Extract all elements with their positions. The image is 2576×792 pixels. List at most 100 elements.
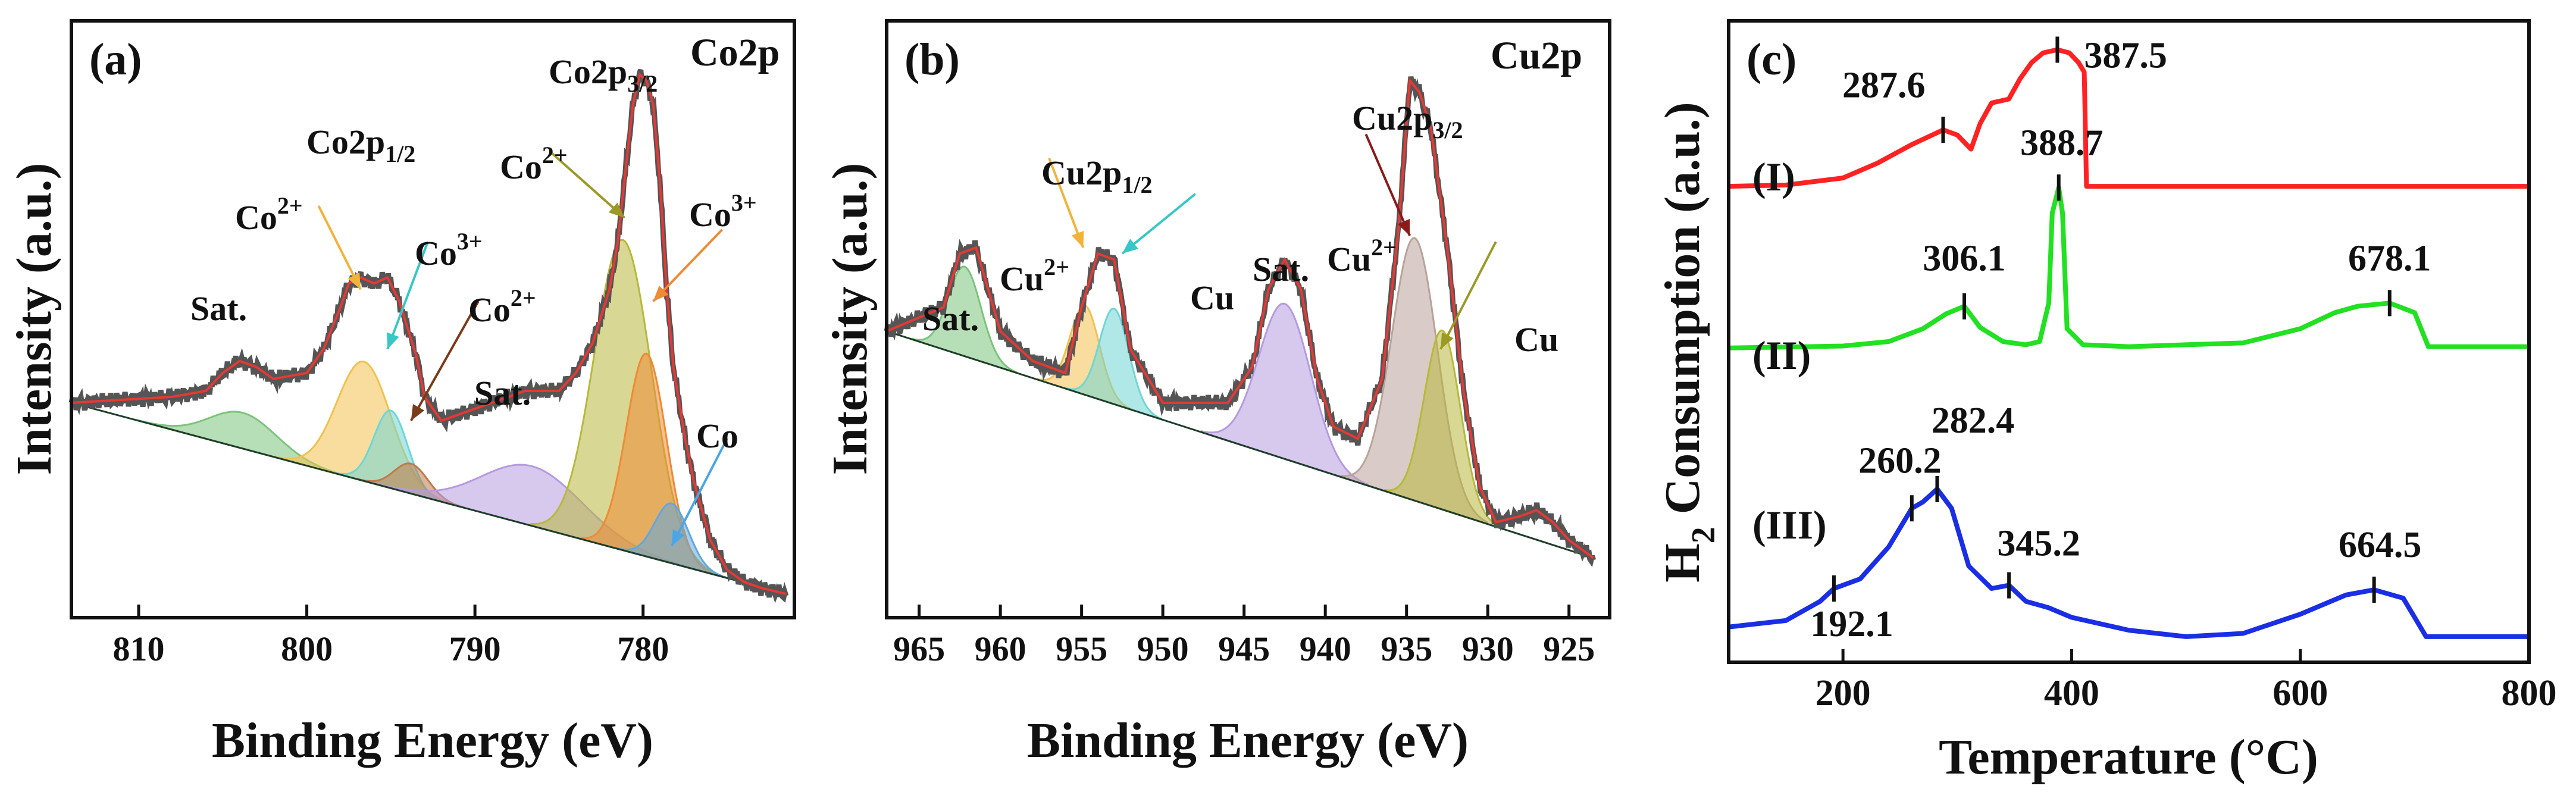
- b-spectrum-lines: [884, 76, 1597, 568]
- a-label-co2plus-3: Co2+: [500, 142, 568, 186]
- b-panel-label: (b): [904, 35, 960, 84]
- b-arrowhead-0: [1071, 230, 1084, 248]
- a-arrow-1: [386, 241, 429, 350]
- a-label-co3plus-2: Co3+: [689, 189, 757, 234]
- a-label-co: Co: [696, 417, 738, 455]
- b-tick-label-935: 935: [1381, 630, 1432, 668]
- b-label-sat-1: Sat.: [922, 299, 979, 338]
- a-y-axis-label: Intensity (a.u.): [7, 162, 62, 475]
- a-arrowhead-1: [387, 332, 399, 349]
- a-fit-envelope: [71, 72, 787, 595]
- a-label-co2plus-1: Co2+: [235, 192, 303, 237]
- c-peak-label-7: 282.4: [1932, 400, 2015, 441]
- a-arrow-5: [670, 438, 728, 547]
- a-label-co3plus-1: Co3+: [415, 228, 483, 273]
- a-arrow-4: [652, 228, 723, 302]
- b-tick-label-960: 960: [975, 630, 1026, 668]
- a-x-ticks: 810 800 790 780: [113, 605, 669, 668]
- a-arrow-3: [549, 151, 625, 219]
- b-raw-spectrum: [884, 76, 1597, 568]
- c-series-label-i: (I): [1752, 154, 1795, 199]
- a-label-co2p12: Co2p1/2: [306, 123, 415, 167]
- a-label-sat-1: Sat.: [190, 289, 247, 328]
- a-title: Co2p: [690, 31, 780, 74]
- a-arrowhead-0: [348, 273, 361, 290]
- b-tick-label-925: 925: [1543, 630, 1595, 668]
- b-arrowhead-3: [1441, 332, 1454, 349]
- b-background-line: [886, 330, 1594, 559]
- b-arrowhead-2: [1397, 218, 1410, 236]
- c-peak-label-2: 306.1: [1923, 239, 2006, 279]
- b-annotation-arrows: [1048, 133, 1497, 350]
- a-tick-label-790: 790: [449, 630, 501, 668]
- a-arrow-2: [410, 300, 480, 421]
- b-y-axis-label: Intensity (a.u.): [822, 162, 878, 475]
- b-arrow-1: [1121, 193, 1197, 255]
- a-panel-label: (a): [89, 35, 142, 84]
- a-label-co2plus-2: Co2+: [468, 284, 536, 329]
- a-arrowhead-4: [653, 286, 669, 302]
- c-x-axis-label: Temperature (°C): [1939, 730, 2318, 785]
- c-peak-label-9: 664.5: [2339, 525, 2422, 565]
- b-tick-label-950: 950: [1137, 630, 1189, 668]
- b-arrow-3: [1439, 241, 1497, 350]
- b-label-cu2p32: Cu2p3/2: [1352, 99, 1463, 143]
- c-series-0: [1728, 47, 2529, 189]
- b-tick-label-930: 930: [1462, 630, 1514, 668]
- b-tick-label-940: 940: [1300, 630, 1351, 668]
- c-tick-label-400: 400: [2044, 673, 2099, 713]
- c-peak-markers: 287.6 387.5 306.1 388.7 678.1 192.1 260.2282.4…: [1810, 36, 2431, 645]
- b-label-cu2plus-1: Cu2+: [1000, 253, 1069, 298]
- b-arrow-2: [1364, 133, 1411, 236]
- c-tick-label-800: 800: [2502, 673, 2557, 713]
- b-label-cu2p12: Cu2p1/2: [1041, 154, 1153, 198]
- c-peak-label-6: 260.2: [1858, 440, 1942, 481]
- panel-b: 965 960 955 950 945 940 935 930 925 (b) Cu2p Bin…: [822, 19, 1611, 768]
- c-peak-label-5: 192.1: [1810, 604, 1893, 644]
- a-x-axis-label: Binding Energy (eV): [212, 713, 653, 768]
- b-label-cu2plus-2: Cu2+: [1327, 234, 1397, 278]
- a-background-line: [71, 402, 787, 595]
- b-label-cu-1: Cu: [1190, 278, 1234, 317]
- b-fit-envelope: [886, 77, 1594, 559]
- panel-a: 810 800 790 780 (a) Co2p Binding Energy (eV…: [7, 19, 796, 768]
- a-arrowhead-3: [608, 202, 625, 218]
- a-annotation-arrows: [317, 151, 728, 547]
- a-spectrum-lines: [68, 68, 789, 603]
- c-tick-label-600: 600: [2273, 673, 2328, 713]
- b-label-sat-2: Sat.: [1253, 250, 1309, 289]
- c-x-ticks: 200 400 600 800: [1816, 649, 2557, 713]
- b-arrowhead-1: [1122, 239, 1138, 254]
- c-peak-label-8: 345.2: [1997, 524, 2080, 564]
- b-x-axis-label: Binding Energy (eV): [1027, 713, 1469, 768]
- b-label-cu-2: Cu: [1514, 320, 1558, 359]
- c-tick-label-200: 200: [1816, 673, 1871, 713]
- c-plot-frame: [1727, 19, 2531, 664]
- a-arrow-0: [317, 205, 362, 290]
- c-panel-label: (c): [1746, 35, 1796, 84]
- a-tick-label-810: 810: [113, 630, 165, 668]
- c-peak-label-4: 678.1: [2348, 238, 2431, 278]
- a-label-co2p32: Co2p3/2: [549, 52, 658, 97]
- c-peak-label-3: 388.7: [2020, 123, 2104, 163]
- a-arrowhead-5: [671, 529, 685, 546]
- c-series-label-iii: (III): [1752, 502, 1827, 547]
- b-x-ticks: 965 960 955 950 945 940 935 930 925: [893, 605, 1595, 668]
- b-plot-frame: [885, 19, 1611, 619]
- panel-c: 287.6 387.5 306.1 388.7 678.1 192.1 260.2282.4…: [1655, 19, 2557, 785]
- a-label-sat-2: Sat.: [474, 374, 531, 412]
- b-title: Cu2p: [1491, 34, 1582, 77]
- a-arrowhead-2: [411, 403, 425, 421]
- c-series-label-ii: (II): [1752, 333, 1811, 378]
- c-y-axis-label: H2 Consumption (a.u.): [1655, 102, 1722, 583]
- a-plot-frame: [70, 19, 796, 619]
- a-tick-label-800: 800: [281, 630, 333, 668]
- c-peak-label-1: 387.5: [2084, 36, 2167, 76]
- b-tick-label-955: 955: [1056, 630, 1107, 668]
- b-tick-label-945: 945: [1218, 630, 1270, 668]
- c-peak-label-0: 287.6: [1842, 65, 1926, 105]
- b-tick-label-965: 965: [893, 630, 945, 668]
- b-arrow-0: [1048, 157, 1085, 248]
- a-tick-label-780: 780: [617, 630, 669, 668]
